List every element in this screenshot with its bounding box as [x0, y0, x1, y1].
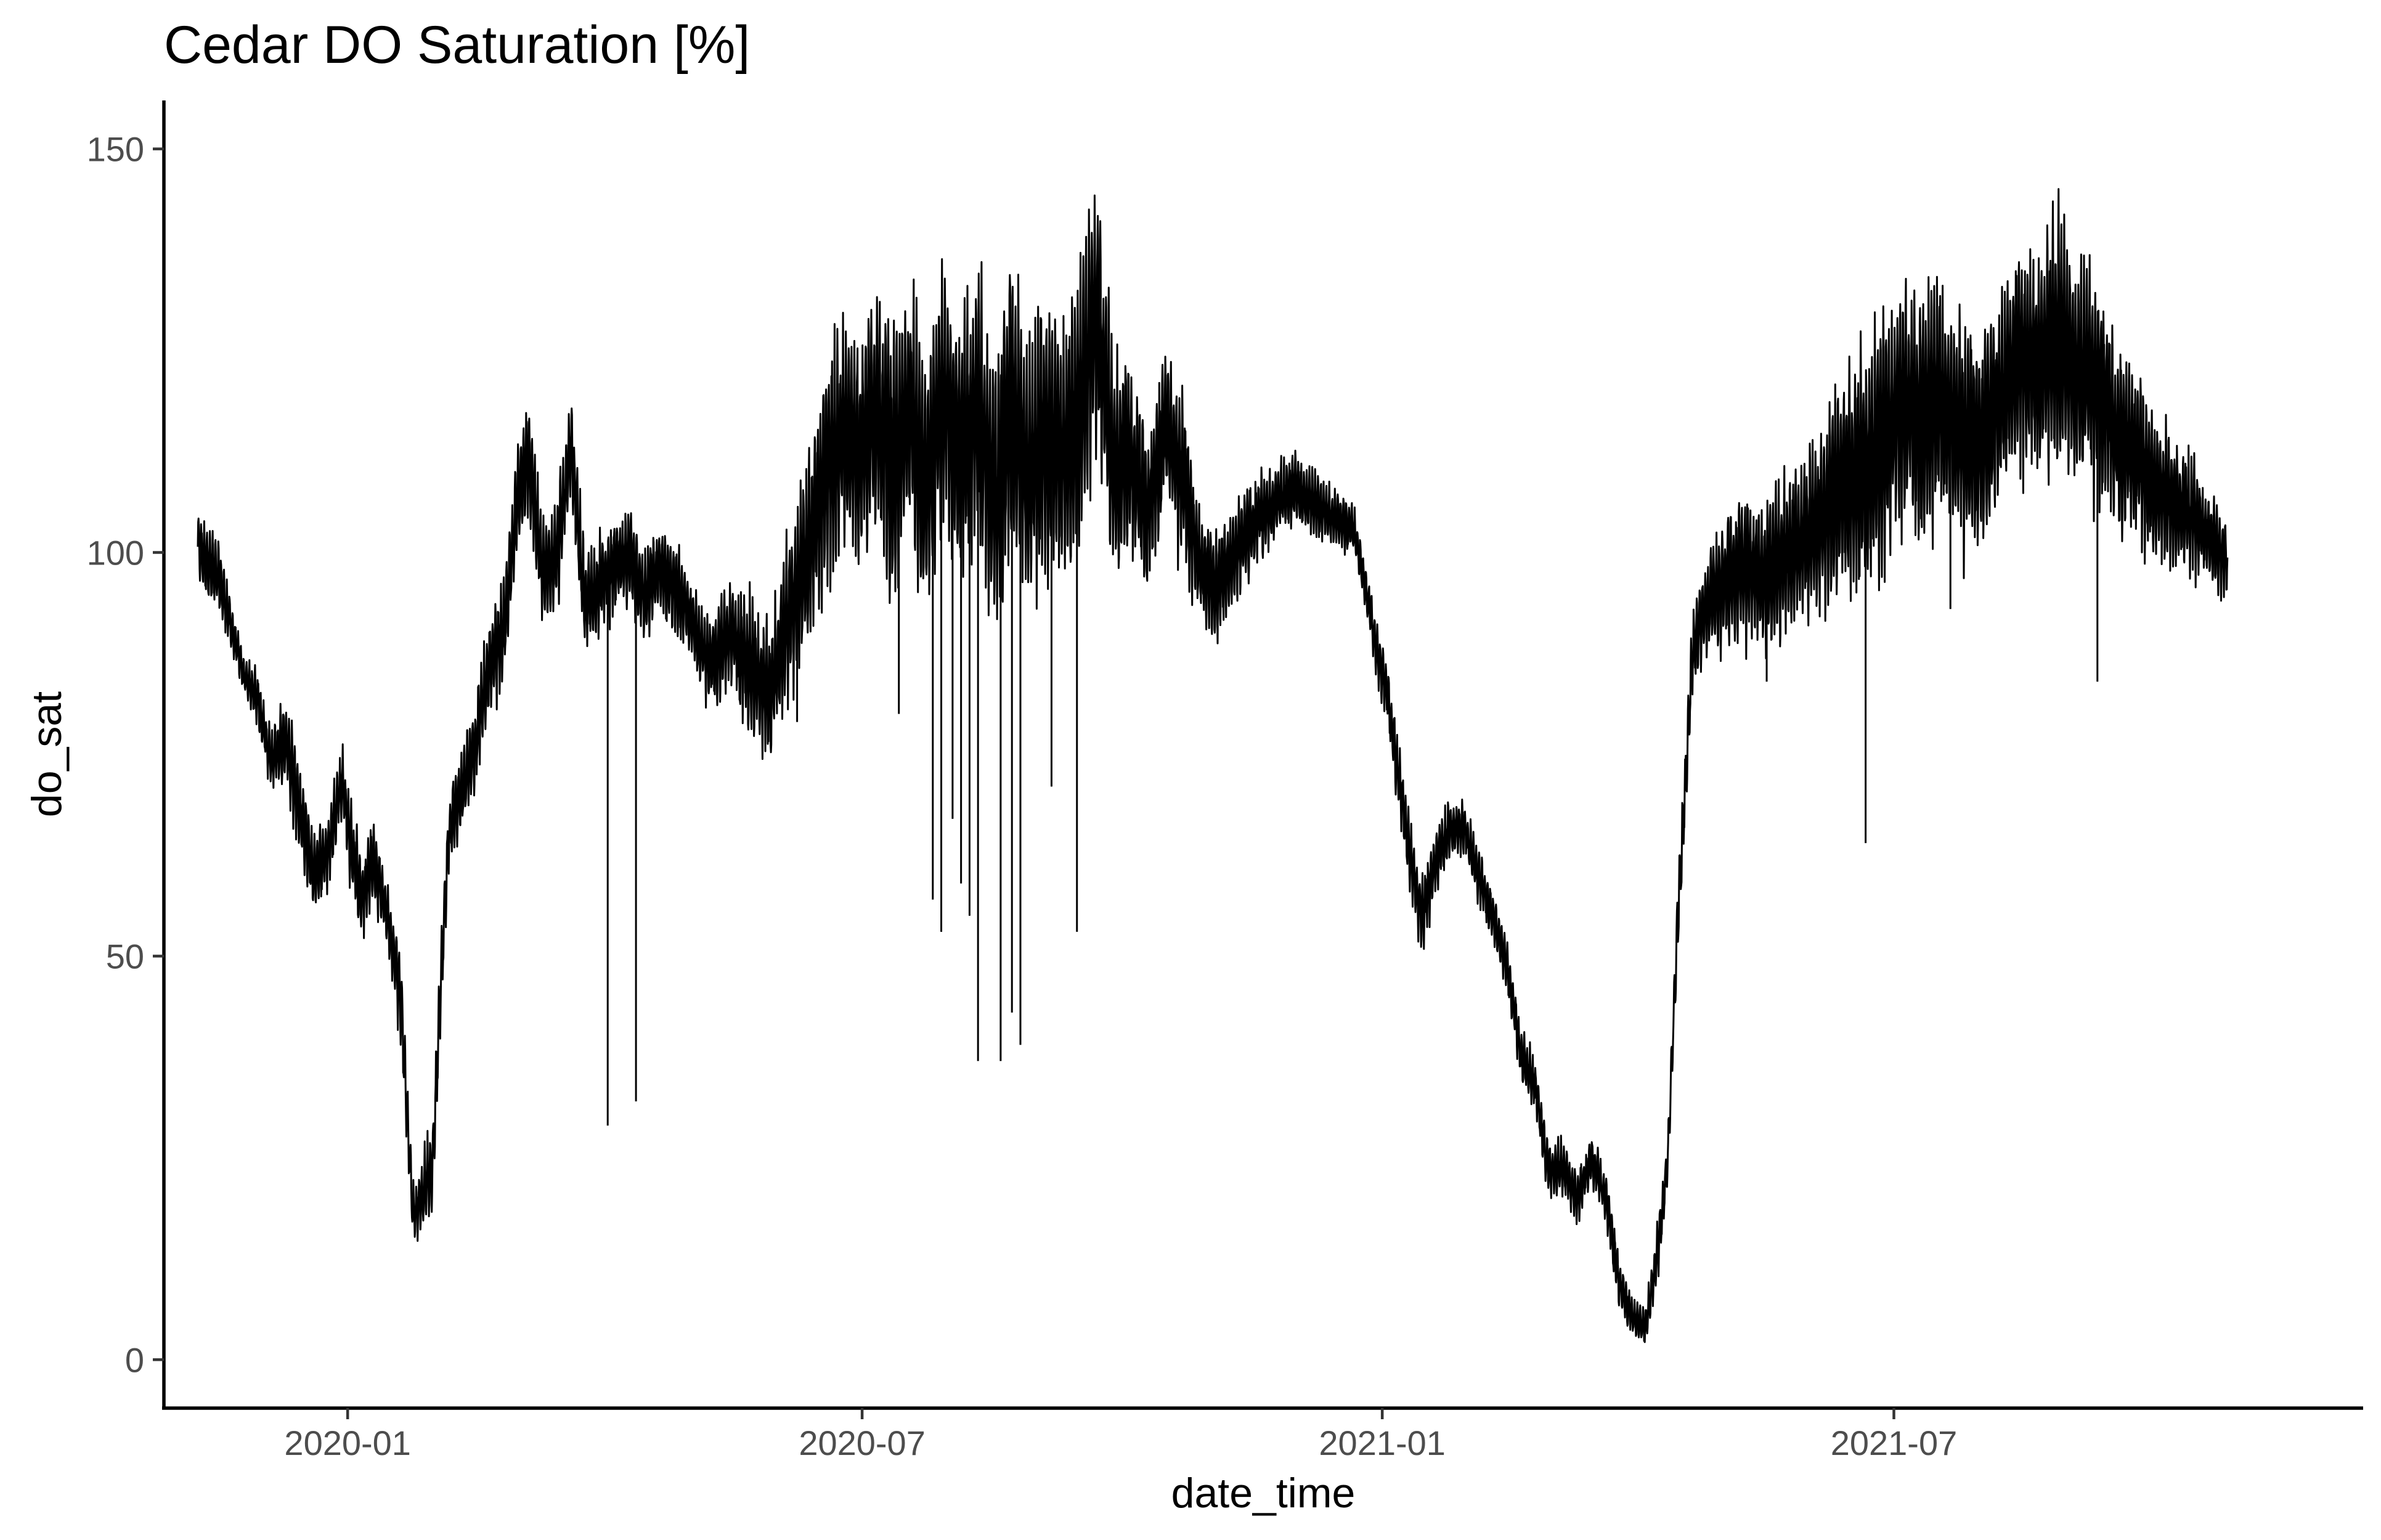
y-tick-label: 150	[87, 130, 144, 169]
x-tick-label: 2021-07	[1831, 1424, 1958, 1462]
chart-title: Cedar DO Saturation [%]	[164, 15, 750, 75]
x-tick-label: 2021-01	[1319, 1424, 1446, 1462]
x-axis-title: date_time	[1171, 1470, 1356, 1517]
x-tick-label: 2020-07	[799, 1424, 926, 1462]
series-line	[197, 188, 2229, 1343]
y-tick-label: 0	[125, 1340, 144, 1379]
x-tick-label: 2020-01	[284, 1424, 411, 1462]
y-axis-ticks: 0 50 100 150	[87, 130, 164, 1379]
series-layer	[197, 188, 2229, 1343]
x-axis-ticks: 2020-01 2020-07 2021-01 2021-07	[284, 1408, 1957, 1462]
y-tick-label: 100	[87, 534, 144, 572]
y-axis-title: do_sat	[23, 691, 70, 817]
y-tick-label: 50	[106, 937, 144, 976]
